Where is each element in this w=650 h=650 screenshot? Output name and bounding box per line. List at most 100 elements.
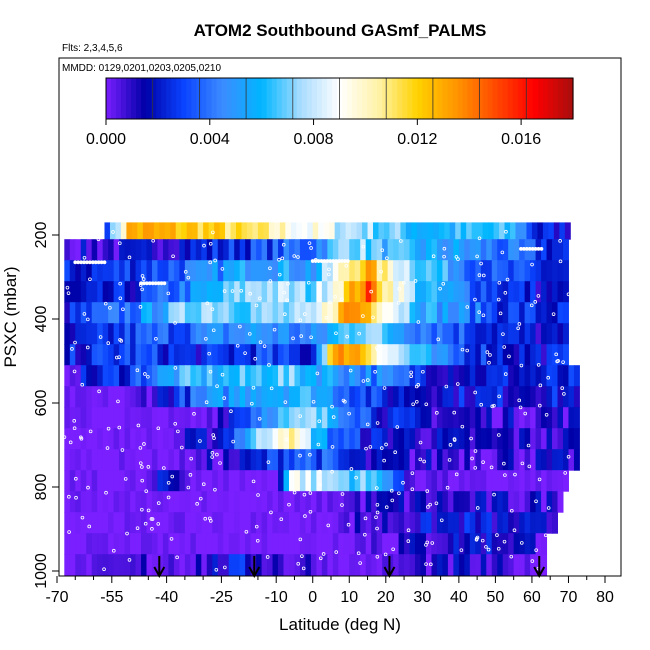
heatmap-cell (404, 554, 411, 576)
heatmap-cell (168, 491, 175, 513)
heatmap-cell (250, 407, 257, 429)
heatmap-cell (245, 344, 252, 366)
heatmap-cell (382, 344, 389, 366)
heatmap-cell (212, 302, 219, 324)
heatmap-cell (195, 365, 202, 387)
heatmap-cell (288, 491, 295, 513)
heatmap-cell (157, 533, 164, 555)
heatmap-cell (568, 449, 575, 471)
heatmap-cell (228, 365, 235, 387)
track-point (374, 515, 378, 520)
track-point (118, 241, 122, 246)
track-point (330, 469, 334, 474)
colorbar-segment (241, 78, 248, 119)
heatmap-cell (360, 323, 367, 345)
heatmap-cell (420, 491, 427, 513)
track-point (326, 523, 331, 528)
colorbar-tick-label: 0.012 (397, 131, 437, 148)
heatmap-cell (288, 239, 295, 261)
heatmap-cell (508, 281, 515, 303)
colorbar-segment (447, 78, 454, 119)
heatmap-cell (382, 302, 389, 324)
heatmap-cell (195, 533, 202, 555)
track-point (452, 410, 457, 415)
track-point (298, 453, 302, 458)
heatmap-cell (272, 407, 279, 429)
track-point (431, 254, 436, 259)
heatmap-cell (382, 386, 389, 408)
heatmap-cell (173, 386, 180, 408)
heatmap-cell (497, 302, 504, 324)
heatmap-cell (201, 512, 208, 534)
heatmap-cell (327, 239, 334, 261)
heatmap-cell (256, 365, 263, 387)
heatmap-cell (409, 491, 416, 513)
heatmap-cell (371, 281, 378, 303)
heatmap-cell (502, 365, 509, 387)
track-point (255, 539, 260, 543)
heatmap-cell (513, 386, 520, 408)
heatmap-cell (398, 449, 405, 471)
heatmap-cell (387, 428, 394, 450)
heatmap-cell (425, 239, 432, 261)
heatmap-cell (431, 407, 438, 429)
heatmap-cell (130, 491, 137, 513)
heatmap-cell (288, 344, 295, 366)
heatmap-cell (135, 365, 142, 387)
heatmap-cell (130, 533, 137, 555)
heatmap-cell (124, 344, 131, 366)
heatmap-cell (64, 239, 71, 261)
heatmap-cell (332, 554, 339, 576)
heatmap-cell (299, 323, 306, 345)
heatmap-cell (519, 344, 526, 366)
track-point (366, 378, 370, 382)
heatmap-cell (146, 449, 153, 471)
heatmap-cell (173, 323, 180, 345)
heatmap-cell (338, 344, 345, 366)
heatmap-cell (360, 281, 367, 303)
heatmap-cell (321, 470, 328, 492)
heatmap-cell (409, 554, 416, 576)
heatmap-cell (541, 512, 548, 534)
track-point (340, 297, 344, 302)
heatmap-cell (228, 470, 235, 492)
colorbar-segment (347, 78, 353, 119)
heatmap-cell (256, 302, 263, 324)
heatmap-cell (515, 222, 522, 240)
heatmap-cell (168, 512, 175, 534)
heatmap-cell (228, 239, 235, 261)
heatmap-cell (223, 407, 230, 429)
heatmap-cell (294, 491, 301, 513)
heatmap-cell (75, 386, 82, 408)
heatmap-cell (283, 386, 290, 408)
heatmap-cell (420, 281, 427, 303)
heatmap-cell (382, 323, 389, 345)
track-point (347, 411, 351, 416)
heatmap-cell (157, 491, 164, 513)
colorbar-segment (126, 78, 132, 119)
heatmap-cell (464, 323, 471, 345)
heatmap-cell (124, 260, 131, 282)
heatmap-cell (486, 449, 493, 471)
heatmap-cell (557, 239, 564, 261)
heatmap-cell (75, 449, 82, 471)
heatmap-cell (261, 428, 268, 450)
heatmap-cell (409, 407, 416, 429)
colorbar-segment (542, 78, 549, 119)
track-point (554, 352, 558, 357)
heatmap-cell (349, 386, 356, 408)
heatmap-cell (316, 407, 323, 429)
colorbar-segment (367, 78, 373, 119)
heatmap-cell (234, 554, 241, 576)
heatmap-cell (573, 407, 580, 429)
heatmap-cell (409, 386, 416, 408)
heatmap-cell (157, 428, 164, 450)
track-point (401, 480, 405, 485)
heatmap-cell (91, 512, 98, 534)
heatmap-cell (486, 533, 493, 555)
heatmap-cell (491, 554, 498, 576)
heatmap-cell (299, 302, 306, 324)
heatmap-cell (234, 428, 241, 450)
heatmap-cell (546, 491, 553, 513)
heatmap-cell (206, 281, 213, 303)
